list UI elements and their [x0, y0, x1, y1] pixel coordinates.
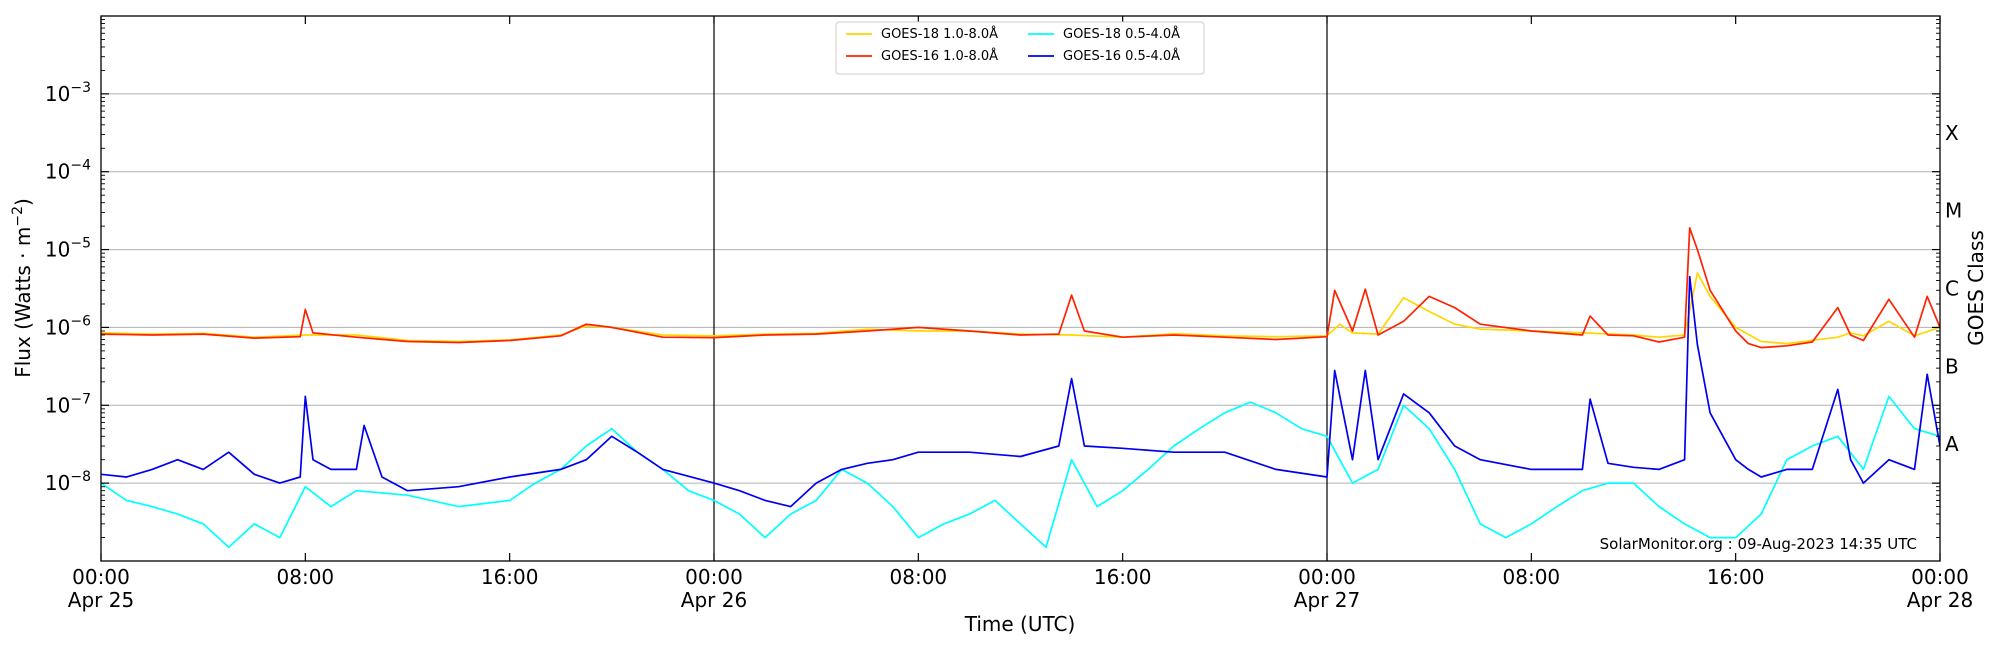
x-tick-label-3: 00:00 — [685, 565, 743, 589]
x-tick-date-label-0: Apr 25 — [68, 588, 134, 612]
goes-class-labels: A B C M X — [1945, 121, 1962, 456]
x-tick-label-4: 08:00 — [890, 565, 948, 589]
legend-label-0: GOES-18 1.0-8.0Å — [881, 26, 998, 42]
x-tick-date-label-3: Apr 26 — [681, 588, 747, 612]
x-tick-label-0: 00:00 — [72, 565, 130, 589]
x-tick-label-6: 00:00 — [1298, 565, 1356, 589]
x-tick-label-9: 00:00 — [1911, 565, 1969, 589]
y-tick-label-1: 10−7 — [45, 391, 91, 417]
y-axis-title: Flux (Watts · m−2) — [10, 198, 35, 378]
x-tick-label-5: 16:00 — [1094, 565, 1152, 589]
goes-class-label-a: A — [1945, 432, 1959, 456]
grid-lines — [101, 93, 1940, 484]
y-tick-label-3: 10−5 — [45, 236, 91, 262]
y-axis-title-main: Flux (Watts · m — [11, 227, 35, 378]
goes-class-label-b: B — [1945, 354, 1959, 378]
legend-label-3: GOES-16 0.5-4.0Å — [1063, 48, 1180, 64]
goes-class-label-c: C — [1945, 277, 1959, 301]
series-line-1 — [101, 227, 1940, 349]
y-tick-label-2: 10−6 — [45, 313, 91, 339]
series-layer — [101, 227, 1940, 549]
y-axis-title-close: ) — [11, 198, 35, 206]
series-line-2 — [101, 395, 1940, 549]
axis-ticks — [100, 16, 1941, 561]
goes-class-label-m: M — [1945, 199, 1962, 223]
x-tick-label-7: 08:00 — [1503, 565, 1561, 589]
legend: GOES-18 1.0-8.0Å GOES-16 1.0-8.0Å GOES-18 … — [835, 21, 1205, 75]
goes-class-label-x: X — [1945, 121, 1959, 145]
y-tick-label-5: 10−3 — [45, 80, 91, 106]
x-tick-label-8: 16:00 — [1707, 565, 1765, 589]
y-tick-label-4: 10−4 — [45, 158, 91, 184]
plot-frame — [100, 15, 1941, 562]
x-tick-label-2: 16:00 — [481, 565, 539, 589]
x-axis-title: Time (UTC) — [964, 612, 1076, 636]
x-tick-date-label-6: Apr 27 — [1294, 588, 1360, 612]
legend-box — [835, 21, 1205, 75]
y-tick-label-0: 10−8 — [45, 469, 91, 495]
legend-label-2: GOES-18 0.5-4.0Å — [1063, 26, 1180, 42]
source-annotation: SolarMonitor.org : 09-Aug-2023 14:35 UTC — [1600, 535, 1917, 553]
legend-label-1: GOES-16 1.0-8.0Å — [881, 48, 998, 64]
x-tick-label-1: 08:00 — [277, 565, 335, 589]
right-axis-title: GOES Class — [1964, 230, 1988, 346]
y-axis-title-sup: −2 — [10, 206, 26, 227]
y-tick-labels: 10−8 10−7 10−6 10−5 10−4 10−3 — [45, 80, 91, 495]
x-tick-date-label-9: Apr 28 — [1907, 588, 1973, 612]
series-line-3 — [101, 275, 1940, 508]
